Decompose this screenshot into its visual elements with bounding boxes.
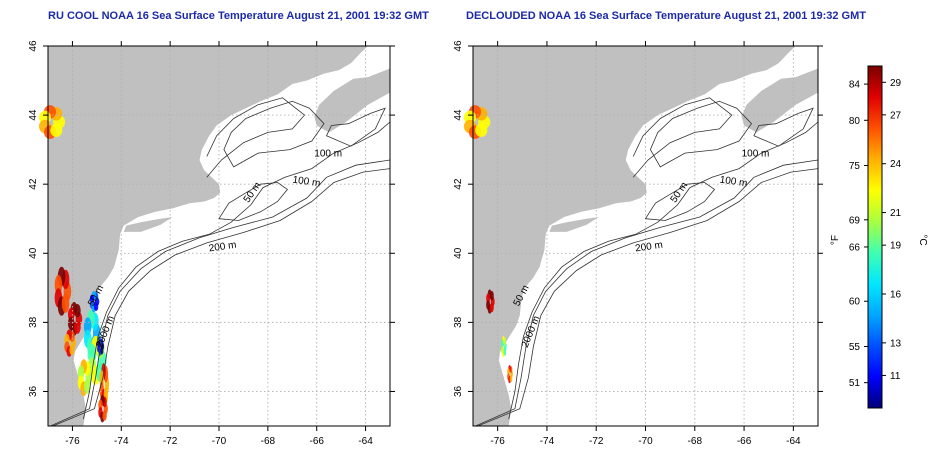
sst-patch [83, 379, 91, 394]
bathymetry-contour [52, 168, 391, 427]
lon-tick-label: -74 [114, 436, 129, 447]
contour-label: 100 m [719, 175, 748, 190]
bathymetry-contour [325, 107, 386, 147]
celsius-tick-label: 13 [890, 338, 902, 349]
bathymetry-contour [218, 182, 288, 221]
contour-label: 200 m [208, 240, 237, 255]
lon-tick-label: -76 [490, 436, 505, 447]
long-island [123, 217, 173, 232]
sst-patch [69, 344, 75, 356]
lon-tick-label: -66 [737, 436, 752, 447]
lat-tick-label: 42 [28, 178, 39, 190]
lon-tick-label: -70 [638, 436, 653, 447]
fahrenheit-tick-label: 75 [849, 161, 861, 172]
bathymetry-contour [206, 97, 306, 178]
celsius-tick-label: 27 [890, 110, 902, 121]
sst-patch [98, 399, 103, 411]
sst-patch [100, 347, 104, 355]
sst-patch [64, 334, 70, 345]
sst-patch [50, 123, 63, 137]
left-map-title: RU COOL NOAA 16 Sea Surface Temperature … [48, 10, 429, 22]
lon-tick-label: -68 [688, 436, 703, 447]
temperature-colorbar: 84 80 75 69 66 60 55 51 29 27 24 21 19 16 13 11 °F °C [830, 65, 928, 409]
bathymetry-contour [649, 100, 753, 168]
lon-tick-label: -68 [261, 436, 276, 447]
nova-scotia [314, 68, 390, 133]
lon-tick-label: -72 [163, 436, 178, 447]
celsius-ticks: 29 27 24 21 19 16 13 11 [882, 78, 902, 382]
sst-patch [61, 293, 70, 313]
bathymetry-contour [753, 107, 814, 147]
contour-label: 200 m [634, 240, 663, 255]
fahrenheit-ticks: 84 80 75 69 66 60 55 51 [849, 80, 868, 389]
fahrenheit-tick-label: 69 [849, 215, 861, 226]
bathymetry-contour [50, 159, 391, 427]
lat-tick-label: 40 [453, 247, 464, 259]
sst-patch [507, 368, 510, 376]
sst-patch [102, 410, 107, 421]
celsius-tick-label: 16 [890, 290, 902, 301]
sst-patch [486, 293, 491, 304]
fahrenheit-tick-label: 51 [849, 378, 861, 389]
bathymetry-contour [644, 182, 716, 221]
lon-tick-label: -64 [786, 436, 801, 447]
celsius-unit-label: °C [917, 234, 928, 245]
sst-patch [74, 320, 81, 334]
celsius-tick-label: 19 [890, 241, 902, 252]
bathymetry-contour [632, 97, 733, 178]
lat-tick-label: 36 [453, 385, 464, 397]
contour-label: 100 m [742, 149, 770, 160]
lat-tick-label: 36 [28, 385, 39, 397]
bathymetry-contour [83, 121, 391, 420]
fahrenheit-tick-label: 84 [849, 80, 861, 91]
lat-tick-label: 42 [453, 178, 464, 190]
celsius-tick-label: 24 [890, 159, 902, 170]
sst-patch [509, 375, 513, 383]
celsius-tick-label: 21 [890, 208, 902, 219]
lon-tick-label: -72 [589, 436, 604, 447]
lat-tick-label: 44 [28, 109, 39, 121]
lon-tick-label: -70 [212, 436, 227, 447]
lat-tick-label: 46 [453, 40, 464, 52]
nova-scotia [741, 68, 818, 133]
fahrenheit-tick-label: 66 [849, 242, 861, 253]
bathymetry-contour [508, 121, 819, 420]
lat-tick-label: 38 [453, 316, 464, 328]
bathymetry-contour [475, 159, 819, 427]
fahrenheit-tick-label: 80 [849, 116, 861, 127]
fahrenheit-tick-label: 60 [849, 297, 861, 308]
mainland [48, 46, 368, 426]
long-island [549, 217, 599, 232]
lon-tick-label: -76 [65, 436, 80, 447]
sst-patch [503, 347, 507, 356]
celsius-tick-label: 11 [890, 371, 901, 382]
lon-tick-label: -64 [358, 436, 373, 447]
mainland [473, 46, 796, 426]
fahrenheit-tick-label: 55 [849, 342, 861, 353]
sst-patch [489, 302, 494, 313]
sst-patch [93, 302, 99, 311]
lat-tick-label: 44 [453, 109, 464, 121]
lat-tick-label: 40 [28, 247, 39, 259]
bathymetry-contour [477, 168, 819, 427]
sst-patch [475, 123, 488, 137]
celsius-tick-label: 29 [890, 78, 902, 89]
lon-tick-label: -74 [540, 436, 555, 447]
lon-tick-label: -66 [309, 436, 324, 447]
contour-label: 100 m [292, 175, 321, 190]
colorbar-gradient [867, 65, 883, 409]
bathymetry-contour [223, 100, 325, 168]
lat-tick-label: 46 [28, 40, 39, 52]
contour-label: 100 m [314, 149, 342, 160]
fahrenheit-unit-label: °F [830, 235, 841, 245]
lat-tick-label: 38 [28, 316, 39, 328]
right-map-title: DECLOUDED NOAA 16 Sea Surface Temperatur… [466, 10, 866, 22]
